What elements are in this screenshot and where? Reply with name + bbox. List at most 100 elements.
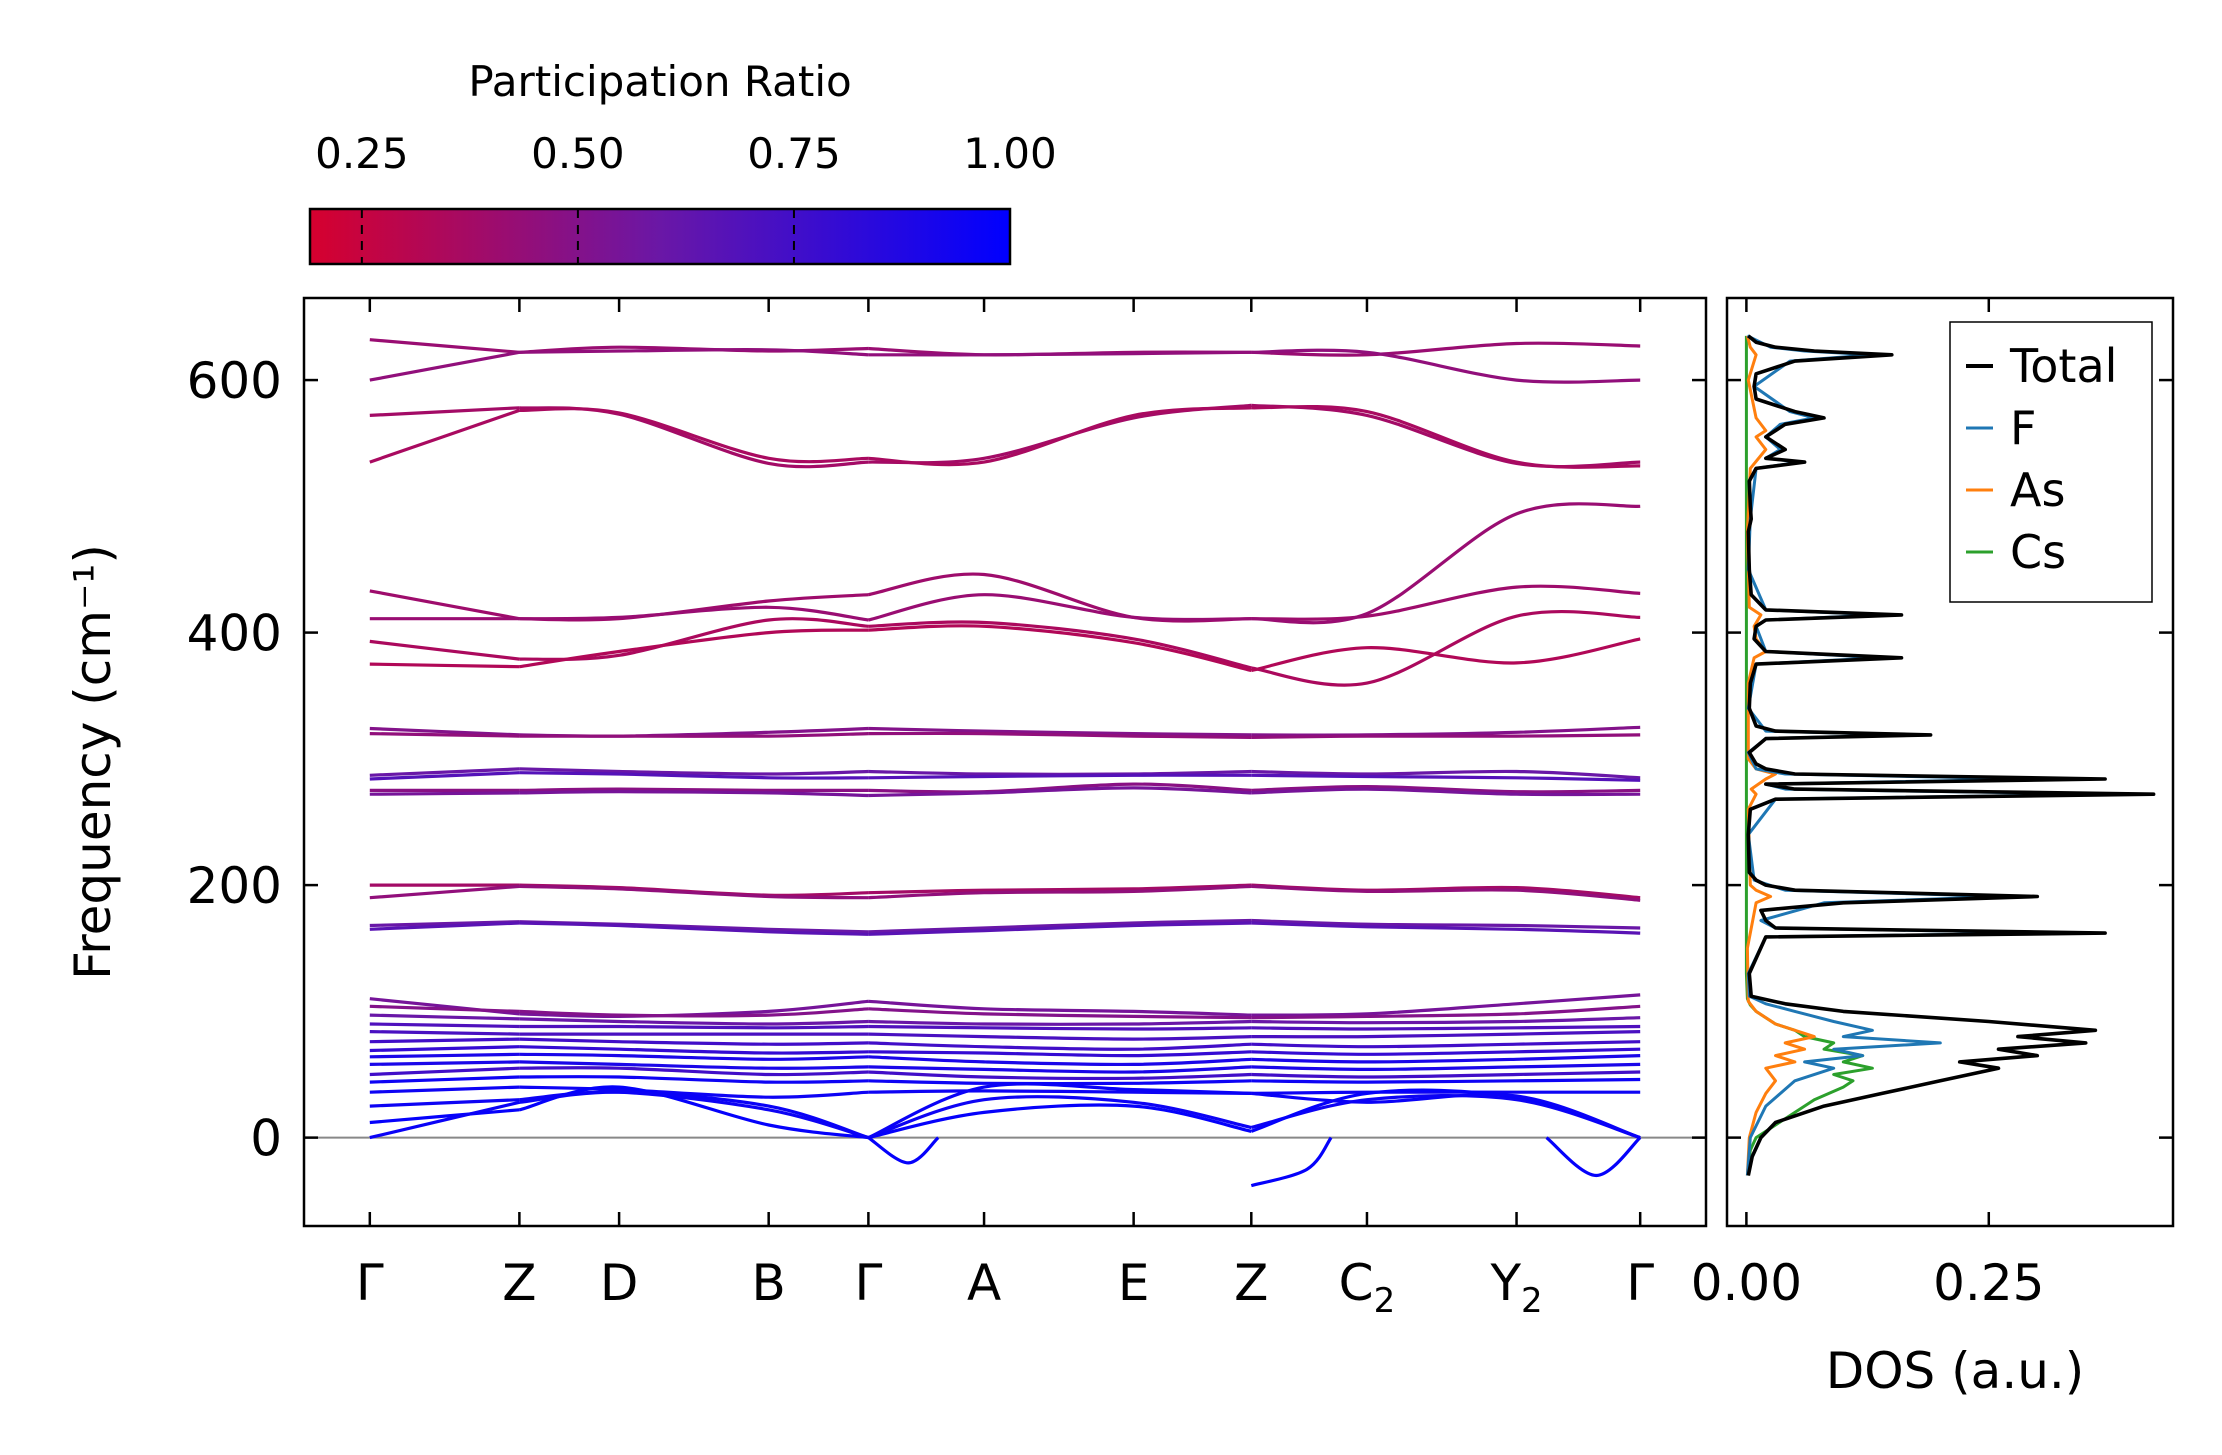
phonon-band: [369, 1098, 520, 1108]
phonon-band: [369, 1108, 520, 1125]
phonon-band: [868, 350, 1252, 357]
phonon-band: [868, 1055, 1252, 1067]
legend-label-cs: Cs: [2010, 525, 2066, 579]
phonon-band: [1251, 403, 1641, 469]
phonon-band: [1251, 1091, 1641, 1140]
phonon-band: [519, 1052, 869, 1061]
phonon-band: [369, 791, 520, 796]
kpoint-label: D: [600, 1254, 639, 1312]
dos-curve-as: [1745, 335, 1816, 1176]
kpoint-label: E: [1118, 1254, 1150, 1312]
phonon-band: [1251, 1047, 1641, 1056]
kpoint-label: Y2: [1489, 1254, 1542, 1321]
phonon-band: [868, 999, 1252, 1017]
dos-tick-label: 0.25: [1933, 1254, 2044, 1312]
phonon-band: [519, 732, 869, 738]
colorbar-gradient: [308, 207, 1012, 266]
phonon-band: [1251, 341, 1641, 357]
phonon-band: [1251, 787, 1641, 797]
phonon-band: [369, 997, 520, 1016]
phonon-band: [519, 1066, 869, 1077]
frequency-tick-label: 600: [187, 352, 282, 410]
dos-panel: 0.00 0.25 DOS (a.u.) Total F As Cs: [1691, 296, 2175, 1400]
frequency-tick-label: 0: [250, 1110, 282, 1168]
phonon-band: [1251, 404, 1641, 469]
phonon-band: [868, 1032, 1252, 1041]
dos-axis-label: DOS (a.u.): [1826, 1342, 2085, 1400]
phonon-band: [519, 771, 869, 780]
phonon-band: [369, 1045, 520, 1053]
colorbar-tick-label: 0.25: [315, 129, 409, 178]
phonon-band: [1251, 1030, 1641, 1039]
kpoint-label: B: [752, 1254, 786, 1312]
phonon-band: [868, 1050, 1252, 1058]
phonon-band: [868, 782, 1252, 794]
dos-tick-label: 0.00: [1691, 1254, 1802, 1312]
phonon-band: [369, 1022, 520, 1029]
phonon-band: [1251, 1040, 1641, 1049]
dos-curves: [1744, 334, 2156, 1176]
phonon-band: [868, 918, 1252, 934]
kpoint-label: A: [967, 1254, 1001, 1312]
phonon-band: [369, 1004, 520, 1013]
phonon-band: [369, 338, 520, 354]
phonon-band: [519, 617, 869, 662]
colorbar-tick-label: 1.00: [963, 129, 1057, 178]
band-axes-frame: [302, 296, 1708, 1228]
phonon-band: [867, 1095, 1252, 1140]
phonon-band: [1251, 773, 1641, 782]
kpoint-label: C2: [1339, 1254, 1396, 1321]
phonon-band: [868, 1079, 1252, 1086]
phonon-band: [519, 348, 869, 357]
phonon-band: [1251, 918, 1641, 930]
phonon-band: [1251, 1077, 1641, 1084]
phonon-band: [519, 628, 869, 669]
band-structure-panel: 0 200 400 600 Γ Z D B Γ A E Z C2 Y2 Γ Frequency (cm⁻¹…: [64, 296, 1708, 1321]
phonon-band: [1250, 637, 1641, 673]
phonon-band: [1251, 1016, 1641, 1025]
phonon-band: [868, 884, 1252, 900]
phonon-band: [369, 1075, 520, 1084]
phonon-band: [1251, 1004, 1641, 1020]
phonon-band: [369, 350, 520, 382]
phonon-band: [868, 773, 1252, 780]
phonon-band: [369, 732, 520, 738]
phonon-band: [369, 1085, 520, 1094]
phonon-band: [1251, 609, 1641, 687]
phonon-band: [1251, 733, 1641, 739]
phonon-band: [369, 662, 520, 669]
phonon-band: [369, 639, 520, 661]
phonon-band: [369, 408, 520, 464]
phonon-band: [519, 1075, 869, 1084]
phonon-band: [1251, 784, 1641, 794]
phonon-band: [369, 1066, 520, 1077]
phonon-band: [519, 1085, 869, 1099]
phonon-band: [369, 1100, 520, 1140]
phonon-band: [519, 1024, 869, 1030]
phonon-band: [1251, 1024, 1641, 1031]
phonon-band: [369, 1037, 520, 1044]
phonon-band: [369, 771, 520, 781]
phonon-band: [868, 1070, 1252, 1081]
phonon-band: [1251, 725, 1641, 737]
phonon-band: [868, 786, 1252, 798]
dos-axes-frame: [1725, 296, 2175, 1228]
phonon-band: [868, 620, 1252, 670]
colorbar-title: Participation Ratio: [468, 57, 851, 106]
phonon-band: [868, 572, 1252, 623]
phonon-band: [1251, 348, 1641, 384]
phonon-band: [868, 731, 1252, 739]
frequency-tick-label: 200: [187, 857, 282, 915]
phonon-band: [369, 589, 520, 621]
frequency-tick-label: 400: [187, 605, 282, 663]
phonon-band: [868, 1007, 1252, 1020]
phonon-band: [519, 1045, 869, 1055]
kpoint-label: Z: [502, 1254, 536, 1312]
colorbar-tick-label: 0.50: [531, 129, 625, 178]
phonon-band: [369, 406, 520, 417]
phonon-band: [519, 884, 869, 900]
phonon-band: [519, 605, 869, 622]
phonon-band: [369, 1013, 520, 1021]
phonon-band: [868, 403, 1252, 465]
